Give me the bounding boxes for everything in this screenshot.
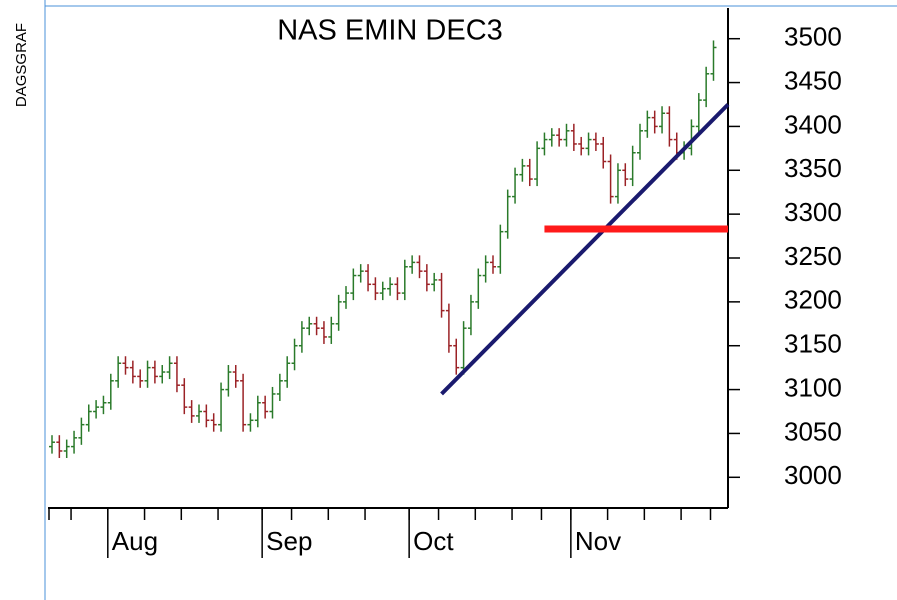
y-tick-label: 3350 bbox=[784, 153, 842, 183]
y-tick-label: 3300 bbox=[784, 197, 842, 227]
x-tick-label: Aug bbox=[112, 526, 158, 556]
y-tick-label: 3150 bbox=[784, 329, 842, 359]
y-tick-label: 3400 bbox=[784, 109, 842, 139]
y-tick-label: 3100 bbox=[784, 372, 842, 402]
y-tick-label: 3500 bbox=[784, 22, 842, 52]
y-tick-label: 3450 bbox=[784, 65, 842, 95]
x-tick-label: Sep bbox=[266, 526, 312, 556]
trend-line bbox=[440, 103, 730, 396]
y-tick-label: 3250 bbox=[784, 241, 842, 271]
side-label: DAGSGRAF bbox=[13, 23, 30, 107]
chart-title: NAS EMIN DEC3 bbox=[277, 15, 503, 47]
y-tick-label: 3000 bbox=[784, 460, 842, 490]
x-tick-label: Nov bbox=[575, 526, 621, 556]
y-tick-label: 3050 bbox=[784, 416, 842, 446]
x-tick-label: Oct bbox=[413, 526, 454, 556]
y-tick-label: 3200 bbox=[784, 285, 842, 315]
